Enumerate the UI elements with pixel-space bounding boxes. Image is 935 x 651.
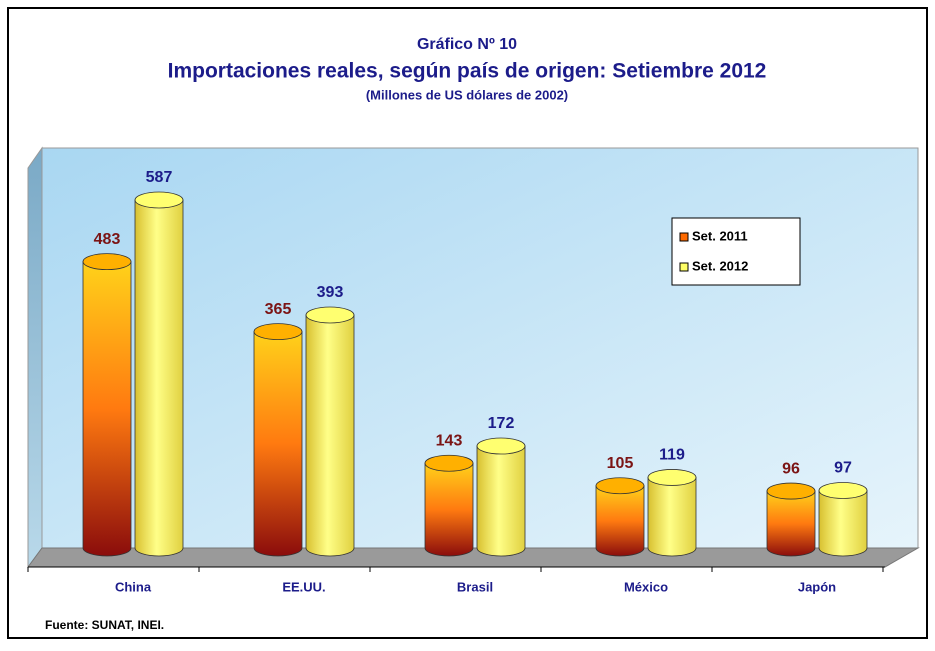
x-tick-label: China bbox=[115, 579, 152, 594]
value-label: 119 bbox=[659, 447, 685, 464]
value-label: 393 bbox=[317, 284, 344, 301]
cylinder-body bbox=[253, 331, 303, 557]
cylinder bbox=[476, 437, 526, 557]
x-tick-label: Japón bbox=[798, 579, 836, 594]
cylinder bbox=[766, 482, 816, 557]
value-label: 587 bbox=[146, 169, 173, 186]
cylinder bbox=[253, 323, 303, 557]
cylinder bbox=[818, 482, 868, 557]
cylinder-body bbox=[424, 462, 474, 557]
cylinder bbox=[82, 253, 132, 557]
cylinder-top bbox=[134, 191, 184, 209]
unit-note: (Millones de US dólares de 2002) bbox=[366, 87, 568, 102]
chart-subtitle: Importaciones reales, según país de orig… bbox=[168, 60, 767, 83]
side-wall bbox=[27, 146, 43, 569]
chart-title: Gráfico Nº 10 bbox=[417, 36, 517, 53]
source: Fuente: SUNAT, INEI. bbox=[45, 618, 164, 632]
cylinder bbox=[647, 469, 697, 557]
value-label: 483 bbox=[94, 231, 121, 248]
legend-label: Set. 2012 bbox=[692, 258, 748, 273]
cylinder-top bbox=[766, 482, 816, 500]
cylinder-body bbox=[305, 314, 355, 557]
cylinder-body bbox=[476, 445, 526, 557]
value-label: 365 bbox=[265, 301, 292, 318]
cylinder-top bbox=[424, 454, 474, 472]
legend-swatch bbox=[679, 232, 689, 242]
cylinder-top bbox=[476, 437, 526, 455]
value-label: 143 bbox=[436, 432, 463, 449]
cylinder-body bbox=[766, 490, 816, 557]
cylinder-body bbox=[595, 485, 645, 557]
legend-box bbox=[671, 217, 801, 286]
cylinder bbox=[595, 477, 645, 557]
value-label: 96 bbox=[782, 460, 800, 477]
cylinder bbox=[305, 306, 355, 557]
cylinder-top bbox=[253, 323, 303, 341]
value-label: 105 bbox=[607, 455, 634, 472]
legend-swatch bbox=[679, 262, 689, 272]
x-tick-label: México bbox=[624, 579, 668, 594]
legend-label: Set. 2011 bbox=[692, 228, 748, 243]
x-tick-label: EE.UU. bbox=[282, 579, 325, 594]
value-label: 172 bbox=[488, 415, 515, 432]
cylinder-body bbox=[82, 261, 132, 557]
cylinder-top bbox=[82, 253, 132, 271]
cylinder-top bbox=[595, 477, 645, 495]
cylinder bbox=[424, 454, 474, 557]
cylinder bbox=[134, 191, 184, 557]
value-label: 97 bbox=[834, 460, 852, 477]
cylinder-top bbox=[305, 306, 355, 324]
x-tick-label: Brasil bbox=[457, 579, 493, 594]
cylinder-body bbox=[134, 199, 184, 557]
cylinder-body bbox=[647, 477, 697, 557]
cylinder-body bbox=[818, 490, 868, 557]
cylinder-top bbox=[818, 482, 868, 499]
cylinder-top bbox=[647, 469, 697, 486]
